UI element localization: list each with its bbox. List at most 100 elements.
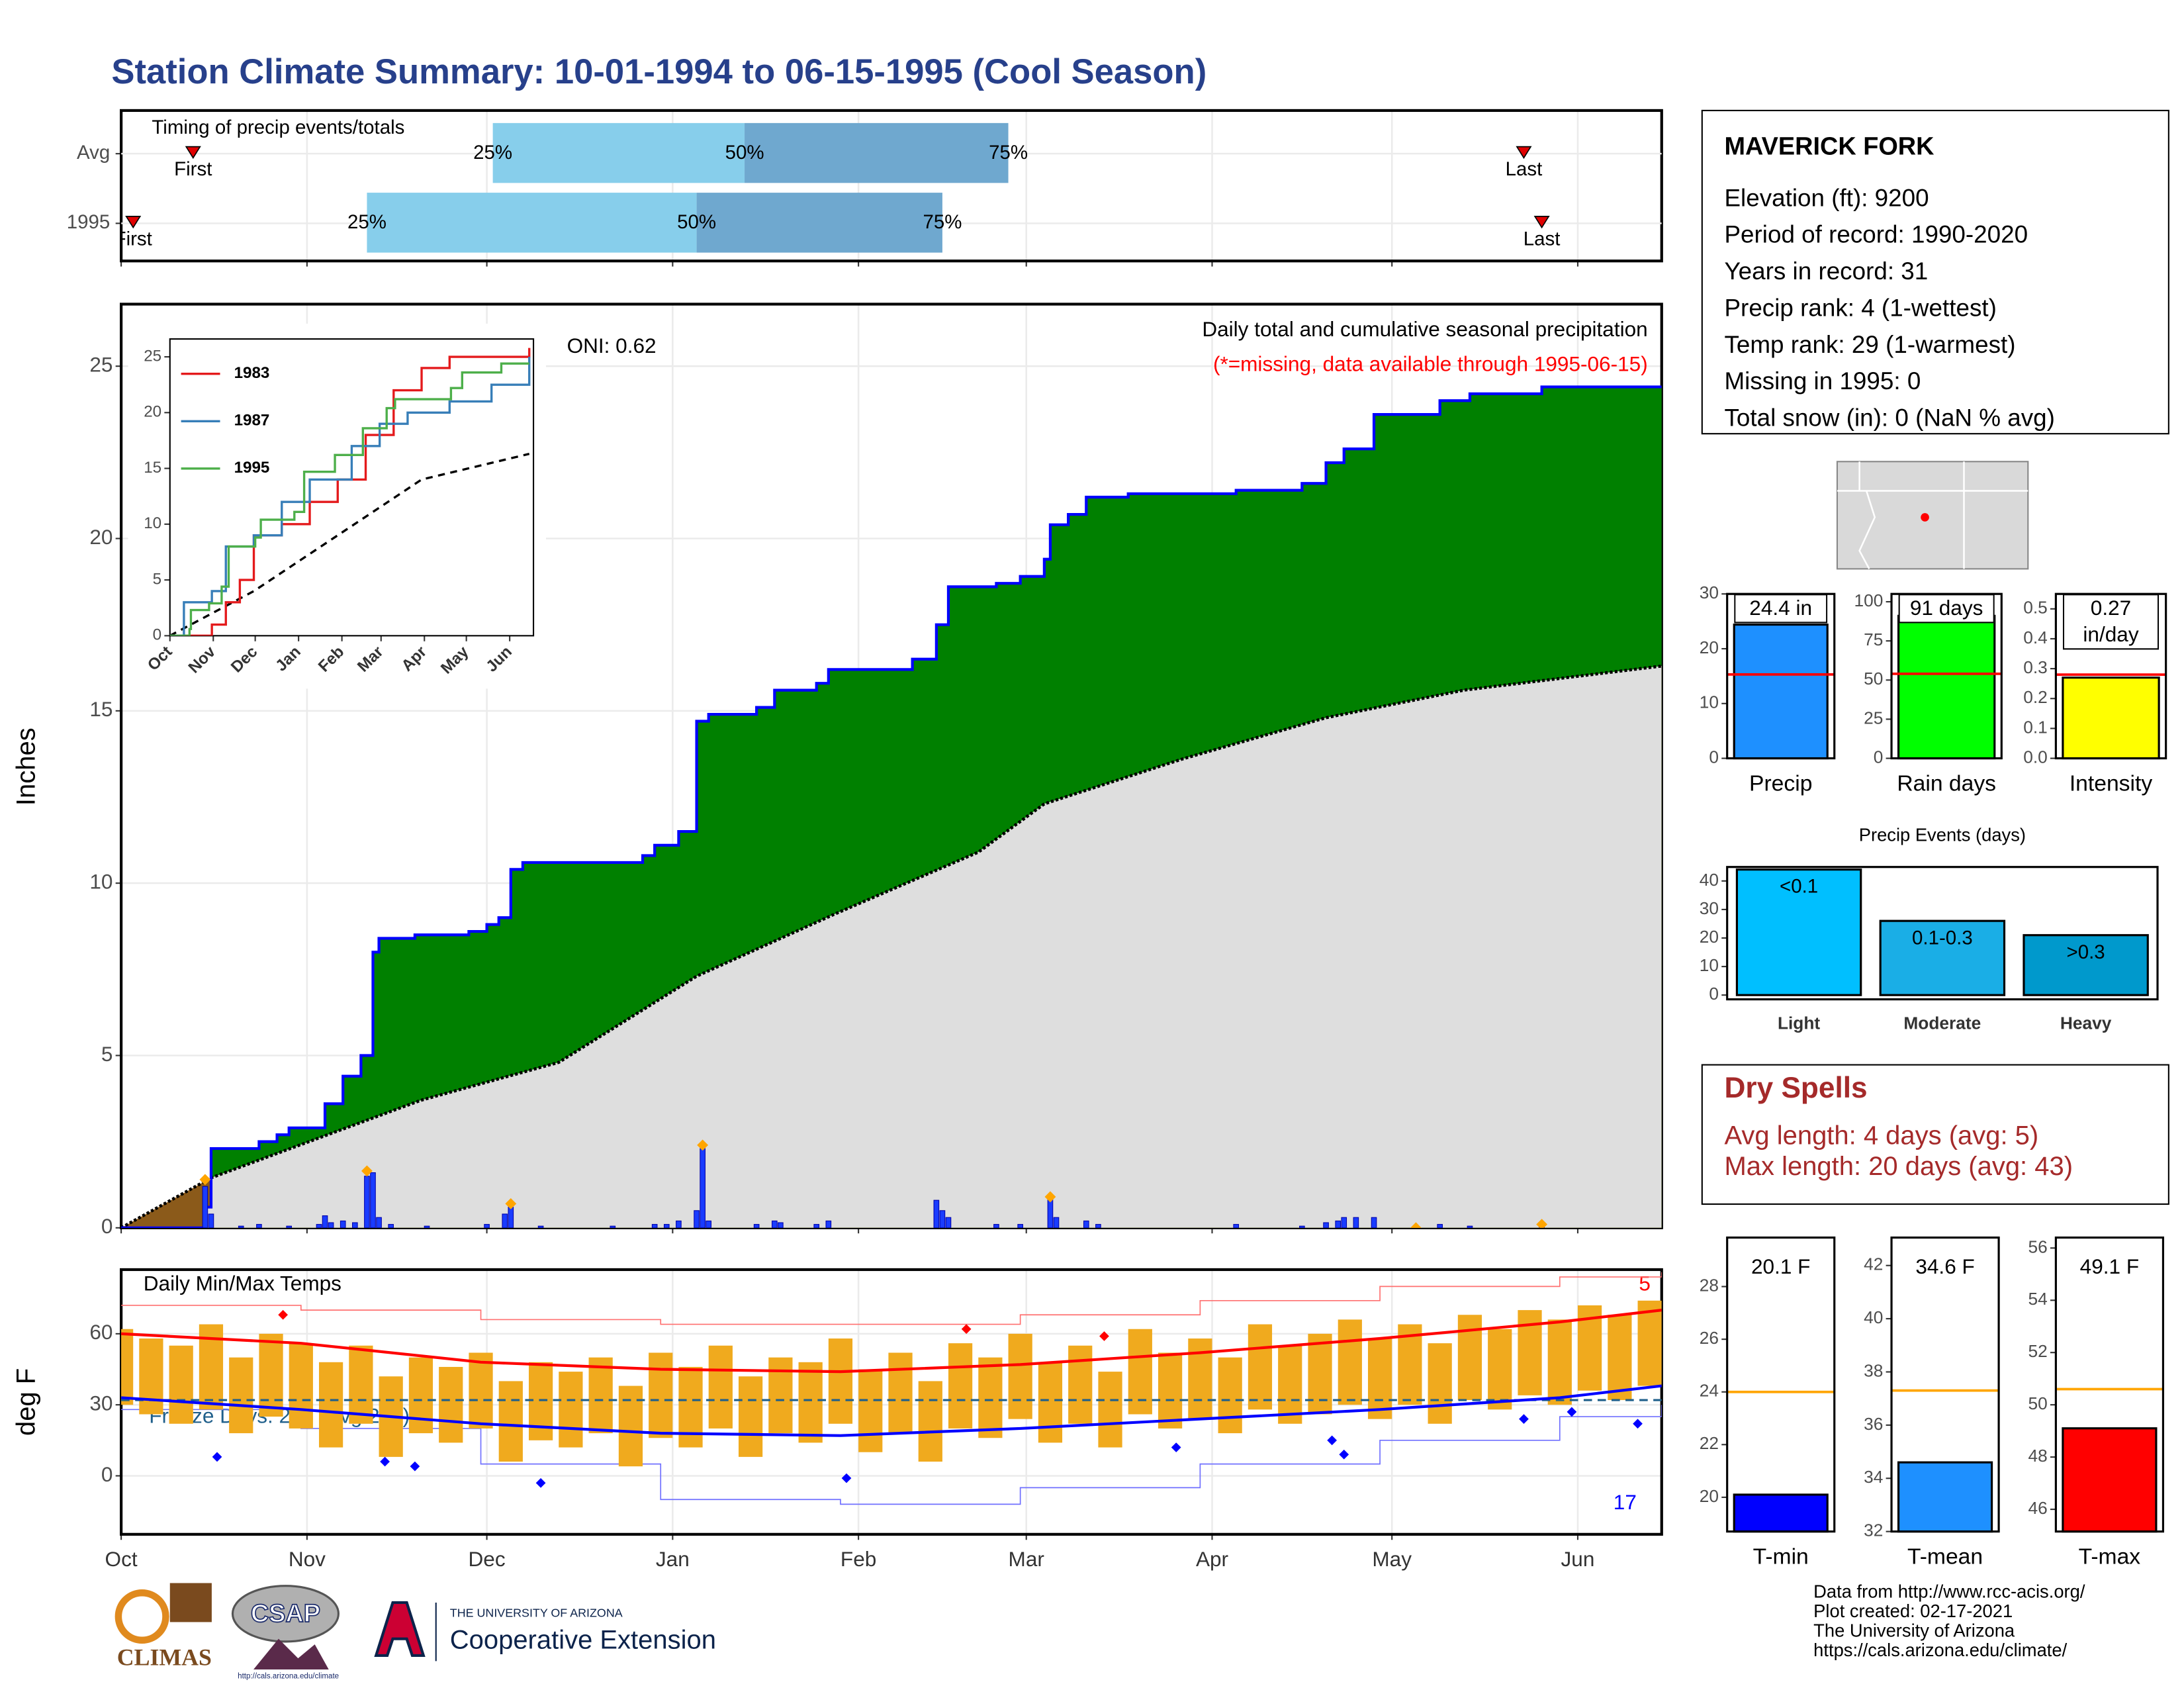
state-border	[1858, 491, 1876, 569]
event-marker	[1536, 1219, 1548, 1228]
daily-bar	[340, 1220, 346, 1228]
quartile-label: 75%	[989, 142, 1028, 164]
temp-bar	[738, 1376, 763, 1457]
temp-bar	[498, 1381, 523, 1462]
temp-bar	[1308, 1333, 1332, 1415]
daily-bar	[933, 1199, 940, 1228]
quartile-bar	[745, 122, 1009, 183]
y-tick-label: 0	[1874, 747, 1884, 767]
daily-bar	[939, 1210, 946, 1228]
y-tick-label: 5	[101, 1042, 113, 1066]
record-marker	[1339, 1449, 1349, 1460]
daily-bar	[772, 1220, 778, 1228]
bar-chart: <0.1 Light 0.1-0.3 Moderate >0.3 Heavy Precip …	[1700, 825, 2159, 1033]
y-tick-label: 25	[89, 353, 113, 377]
y-tick-label: 75	[1864, 630, 1883, 649]
page-title: Station Climate Summary: 10-01-1994 to 0…	[111, 52, 1206, 91]
daily-bar	[694, 1210, 700, 1228]
last-label: Last	[1506, 158, 1543, 180]
daily-bar	[537, 1225, 544, 1228]
climas-logo	[169, 1583, 212, 1622]
y-tick-label: 10	[1700, 692, 1719, 712]
y-tick-label: 60	[89, 1320, 113, 1344]
y-tick-label: 0.2	[2023, 687, 2048, 707]
temp-bar	[1457, 1315, 1482, 1401]
first-label: First	[174, 158, 212, 180]
record-marker	[380, 1456, 390, 1467]
temp-bar	[1248, 1324, 1273, 1410]
first-marker	[185, 146, 201, 160]
daily-bar	[825, 1220, 832, 1228]
daily-bar	[1083, 1220, 1089, 1228]
temp-bar	[289, 1343, 313, 1429]
y-tick-label: 0.5	[2023, 598, 2048, 618]
daily-bar	[1095, 1224, 1101, 1228]
temp-bar	[349, 1345, 373, 1424]
record-marker	[535, 1477, 546, 1488]
temp-bar	[1128, 1329, 1152, 1415]
daily-bar	[508, 1207, 514, 1228]
y-tick-label: 20	[1700, 637, 1719, 657]
daily-bar	[651, 1224, 658, 1228]
avg-min-line	[121, 1384, 1662, 1437]
bar-chart: 49.1 F T-max 46 48 50 52 54 56	[2028, 1236, 2165, 1569]
y-tick-label: 54	[2028, 1289, 2047, 1309]
x-tick-label: Jun	[1561, 1547, 1595, 1571]
y-tick-label: 38	[1864, 1360, 1883, 1380]
plot-frame	[119, 109, 1663, 263]
temp-marks	[121, 1272, 1662, 1505]
bar-chart: 20.1 F T-min 20 22 24 26 28	[1700, 1236, 1836, 1569]
plot-bg	[1727, 1237, 1835, 1532]
last-marker	[1533, 216, 1550, 229]
y-tick-label: 50	[1864, 669, 1883, 688]
y-tick-label: 46	[2028, 1498, 2047, 1518]
logos: CLIMAS CSAP http://cals.arizona.edu/clim…	[114, 1583, 716, 1681]
first-label: First	[114, 228, 152, 250]
x-category-label: Rain days	[1897, 771, 1996, 796]
temp-bar	[1068, 1345, 1093, 1424]
temp-bar	[768, 1357, 793, 1434]
daily-bar	[286, 1225, 293, 1228]
csap-url: http://cals.arizona.edu/climate	[238, 1673, 339, 1681]
footer-line: Data from http://www.rcc-acis.org/	[1813, 1581, 2085, 1601]
temp-bar	[708, 1345, 733, 1429]
record-marker	[1567, 1407, 1577, 1417]
station-dot	[1921, 513, 1929, 522]
record-marker	[410, 1461, 420, 1472]
value-label: 0.1-0.3	[1912, 927, 1973, 949]
plot-frame	[1890, 592, 2003, 760]
oni-label: ONI: 0.62	[567, 334, 657, 357]
bar-chart: 0.27 in/day Intensity 0.0 0.1 0.2 0.3 0.4 0.5	[2023, 592, 2167, 796]
x-category-label: T-mean	[1907, 1544, 1983, 1569]
csap-logo	[253, 1638, 329, 1669]
bar	[1735, 868, 1862, 996]
daily-bar	[1341, 1217, 1347, 1228]
daily-bar	[610, 1225, 616, 1228]
timing-marks: 25% 50% 75% First Last 25% 50% 75% First Last	[114, 122, 1662, 253]
temp-bar	[469, 1352, 493, 1429]
y-tick-label: 56	[2028, 1237, 2047, 1256]
event-marker	[1044, 1191, 1056, 1203]
info-line: Total snow (in): 0 (NaN % avg)	[1724, 404, 2054, 431]
daily-bar	[352, 1222, 358, 1228]
plot-frame	[169, 338, 535, 637]
temp-bar	[121, 1329, 134, 1405]
y-tick-label: 50	[2028, 1393, 2047, 1413]
record-low-count: 17	[1614, 1490, 1637, 1514]
plot-bg	[169, 339, 534, 636]
temp-bar	[1547, 1319, 1572, 1405]
y-tick-label: 48	[2028, 1446, 2047, 1466]
daily-bar	[502, 1213, 508, 1228]
subtitle: Daily total and cumulative seasonal prec…	[1202, 317, 1647, 341]
quartile-label: 50%	[725, 142, 764, 164]
university-text: THE UNIVERSITY OF ARIZONA	[450, 1607, 623, 1620]
temp-bar	[1367, 1338, 1392, 1419]
station-name: MAVERICK FORK	[1724, 133, 1934, 161]
daily-bar	[484, 1224, 490, 1228]
value-label-box: 91 days	[1898, 594, 1995, 624]
y-tick-label: 0	[1709, 984, 1719, 1004]
legend-label: 1995	[234, 459, 270, 477]
